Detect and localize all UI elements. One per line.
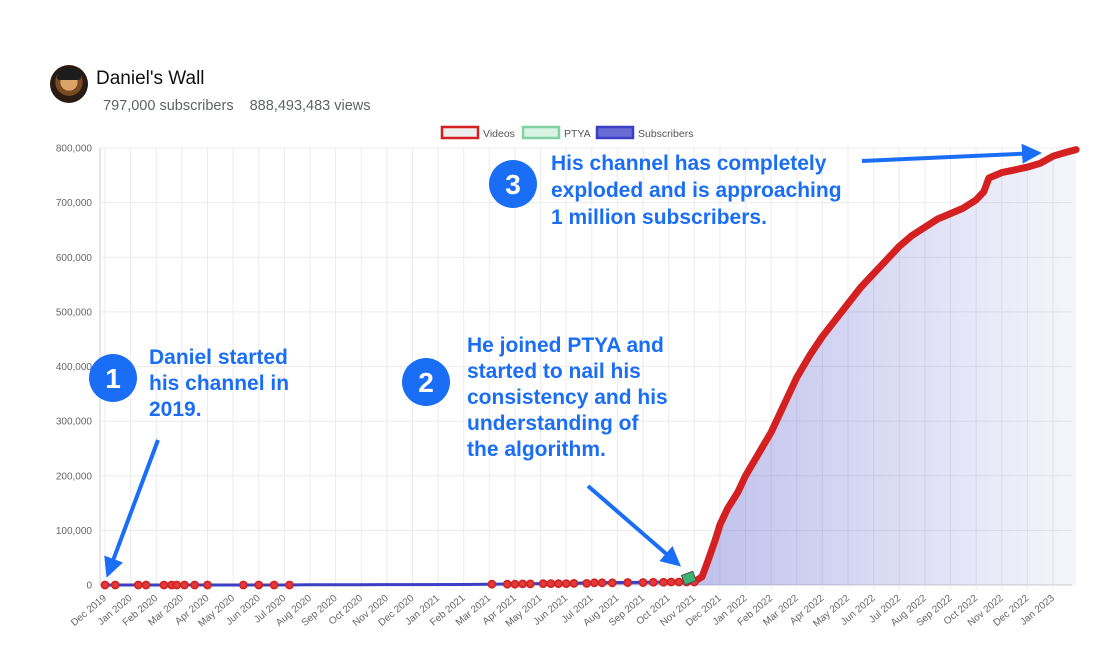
annotation-number-2: 2 [418, 367, 434, 398]
video-point [597, 578, 607, 588]
y-tick-label: 700,000 [56, 198, 93, 209]
y-axis-ticks: 0 100,000 200,000 300,000 400,000 500,000 600,… [56, 144, 93, 592]
ptya-marker [680, 570, 697, 586]
video-point [502, 579, 512, 589]
video-point [190, 580, 200, 590]
video-point [159, 580, 169, 590]
y-tick-label: 800,000 [56, 144, 93, 155]
video-point [582, 578, 592, 588]
video-point [674, 577, 684, 587]
annotation-text-1: his channel in [149, 372, 289, 395]
video-point [525, 579, 535, 589]
channel-avatar[interactable] [50, 65, 88, 103]
video-point [546, 579, 556, 589]
arrow-1 [104, 439, 160, 578]
video-point [238, 580, 248, 590]
video-point [133, 580, 143, 590]
video-point [554, 579, 563, 589]
annotation-number-3: 3 [505, 169, 521, 200]
chart-annotations: 1 Daniel started his channel in 2019. 2 He jo… [89, 152, 842, 461]
video-point [180, 580, 189, 590]
video-point [561, 579, 571, 589]
annotation-text-2: He joined PTYA and [467, 334, 664, 357]
video-point [648, 577, 658, 587]
video-point [487, 579, 497, 589]
y-tick-label: 500,000 [56, 307, 93, 318]
legend-label-ptya: PTYA [564, 128, 591, 140]
videos-line [690, 146, 1080, 586]
annotation-text-2: consistency and his [467, 386, 668, 409]
legend-swatch-videos [440, 125, 480, 140]
chart-series [100, 146, 1080, 590]
arrow-3 [861, 143, 1042, 164]
video-point [285, 580, 294, 590]
y-tick-label: 200,000 [56, 471, 93, 482]
annotation-text-3: exploded and is approaching [551, 179, 842, 202]
video-point [666, 577, 676, 587]
video-point [141, 580, 151, 590]
annotation-badge-3 [489, 160, 537, 208]
video-point [203, 580, 212, 590]
video-point [607, 578, 617, 588]
y-tick-label: 400,000 [56, 362, 93, 373]
video-point [589, 578, 599, 588]
subscribers-area [105, 149, 1077, 585]
video-point [518, 579, 528, 589]
y-tick-label: 600,000 [56, 253, 93, 264]
legend-label-videos: Videos [483, 128, 515, 140]
annotation-text-1: Daniel started [149, 346, 288, 369]
video-point [659, 577, 668, 587]
video-point [254, 580, 264, 590]
annotation-text-3: His channel has completely [551, 152, 827, 175]
video-point [638, 578, 648, 587]
video-point [510, 579, 520, 589]
y-tick-label: 0 [86, 581, 92, 592]
video-point [172, 580, 182, 590]
video-point [100, 580, 110, 590]
subscriber-count: 797,000 subscribers [103, 98, 234, 114]
y-tick-label: 300,000 [56, 417, 93, 428]
annotation-badge-2 [402, 358, 450, 406]
view-count: 888,493,483 views [249, 98, 371, 114]
annotation-text-2: started to nail his [467, 360, 641, 383]
channel-stats: 797,000 subscribers 888,493,483 views [103, 98, 371, 114]
legend-swatch-subscribers [595, 125, 635, 140]
video-point [110, 580, 120, 590]
channel-header: Daniel's Wall 797,000 subscribers 888,49… [50, 64, 650, 120]
video-point [569, 578, 579, 588]
video-point [538, 579, 548, 589]
channel-title[interactable]: Daniel's Wall [96, 68, 205, 89]
legend-swatch-ptya [521, 125, 561, 140]
annotation-text-2: the algorithm. [467, 438, 606, 461]
annotation-text-1: 2019. [149, 398, 202, 421]
video-point [623, 578, 633, 587]
annotation-text-2: understanding of [467, 412, 639, 435]
video-point [269, 580, 279, 590]
chart-legend[interactable]: Videos PTYA Subscribers [440, 125, 693, 140]
annotation-number-1: 1 [105, 363, 121, 394]
annotation-text-3: 1 million subscribers. [551, 206, 767, 229]
arrow-2 [586, 484, 682, 567]
annotation-badge-1 [89, 354, 137, 402]
annotation-arrows [104, 143, 1042, 578]
legend-label-subscribers: Subscribers [638, 128, 693, 140]
y-tick-label: 100,000 [56, 526, 93, 537]
